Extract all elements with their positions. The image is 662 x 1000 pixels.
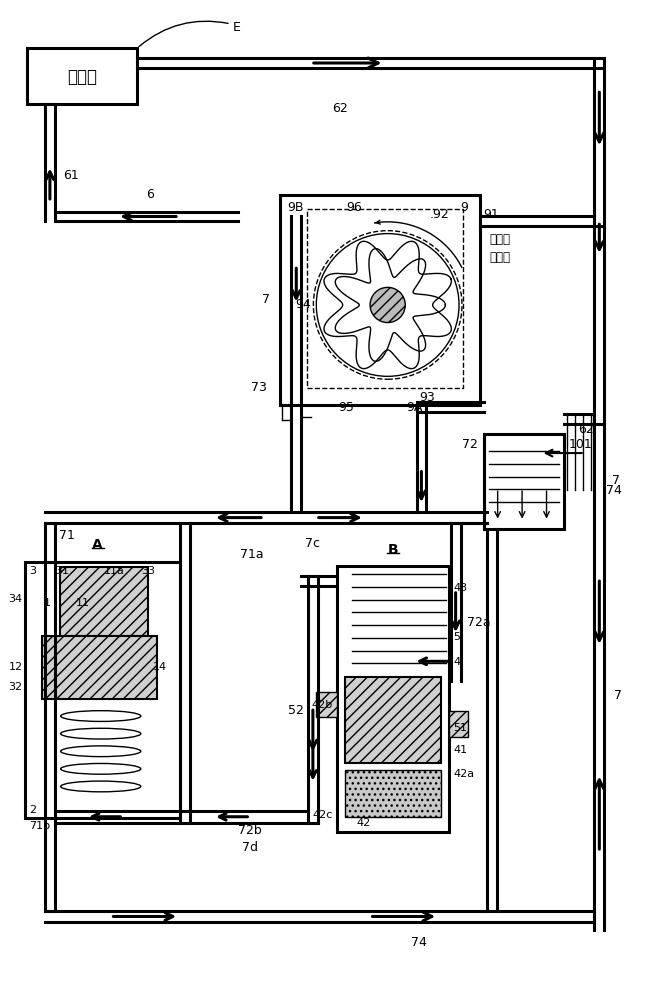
Text: 9A: 9A [406, 401, 423, 414]
Text: 34: 34 [9, 594, 23, 604]
Circle shape [370, 287, 405, 323]
Text: 42b: 42b [311, 700, 332, 710]
Text: 11a: 11a [104, 566, 124, 576]
Bar [338, 566, 449, 832]
Text: 62: 62 [332, 102, 348, 115]
Bar [345, 677, 441, 763]
Text: 2: 2 [29, 805, 36, 815]
Bar [25, 562, 180, 818]
Text: 7d: 7d [242, 841, 258, 854]
Text: 62: 62 [578, 423, 594, 436]
Text: B: B [388, 543, 399, 557]
Text: 52: 52 [288, 704, 304, 717]
Ellipse shape [61, 711, 141, 721]
Text: 93: 93 [420, 391, 435, 404]
Text: 6: 6 [146, 188, 154, 201]
Ellipse shape [61, 746, 141, 757]
Text: .92: .92 [429, 208, 449, 221]
Text: 转子旋
转方向: 转子旋 转方向 [490, 233, 511, 264]
Text: 94: 94 [295, 298, 311, 311]
Text: 91: 91 [483, 208, 498, 221]
Text: 4: 4 [453, 657, 461, 667]
Text: 3: 3 [29, 566, 36, 576]
Text: 61: 61 [64, 169, 79, 182]
Text: 7: 7 [612, 474, 620, 487]
Text: 7c: 7c [305, 537, 320, 550]
Text: A: A [93, 538, 103, 552]
Text: 95: 95 [338, 401, 354, 414]
Text: 73: 73 [251, 381, 267, 394]
Text: 42c: 42c [312, 810, 332, 820]
Bar [27, 48, 137, 104]
Text: 发动机: 发动机 [67, 68, 97, 86]
Text: 9B: 9B [287, 201, 304, 214]
Bar [345, 770, 441, 817]
Text: 14: 14 [152, 662, 167, 672]
Text: 33: 33 [141, 566, 155, 576]
Ellipse shape [61, 781, 141, 792]
Text: 7: 7 [614, 689, 622, 702]
Text: 9: 9 [461, 201, 469, 214]
Text: 71b: 71b [29, 821, 50, 831]
Text: 1: 1 [44, 598, 51, 608]
Text: 42: 42 [357, 818, 371, 828]
Bar [42, 636, 158, 699]
Text: 72b: 72b [238, 824, 262, 837]
Bar [484, 434, 564, 529]
Text: 51: 51 [453, 723, 467, 733]
Text: 74: 74 [410, 936, 426, 949]
Bar [316, 692, 338, 717]
Text: 72: 72 [462, 438, 478, 451]
Text: 71: 71 [59, 529, 75, 542]
Text: 101: 101 [569, 438, 592, 451]
Text: 43: 43 [453, 583, 468, 593]
Text: 74: 74 [606, 484, 622, 497]
Ellipse shape [61, 763, 141, 774]
Text: E: E [233, 21, 240, 34]
Text: 11: 11 [76, 598, 90, 608]
Text: 42a: 42a [453, 769, 475, 779]
Ellipse shape [61, 728, 141, 739]
Text: 31: 31 [55, 566, 69, 576]
Text: 7: 7 [262, 293, 270, 306]
Text: 41: 41 [453, 745, 468, 755]
Bar [60, 567, 148, 636]
Text: 5: 5 [453, 632, 461, 642]
Text: 32: 32 [9, 682, 23, 692]
Text: 12: 12 [9, 662, 23, 672]
Bar [449, 711, 468, 737]
Text: 71a: 71a [240, 548, 264, 561]
Text: 72a: 72a [467, 616, 491, 629]
Text: 96: 96 [346, 201, 362, 214]
Bar [279, 195, 480, 405]
Bar [307, 209, 463, 388]
